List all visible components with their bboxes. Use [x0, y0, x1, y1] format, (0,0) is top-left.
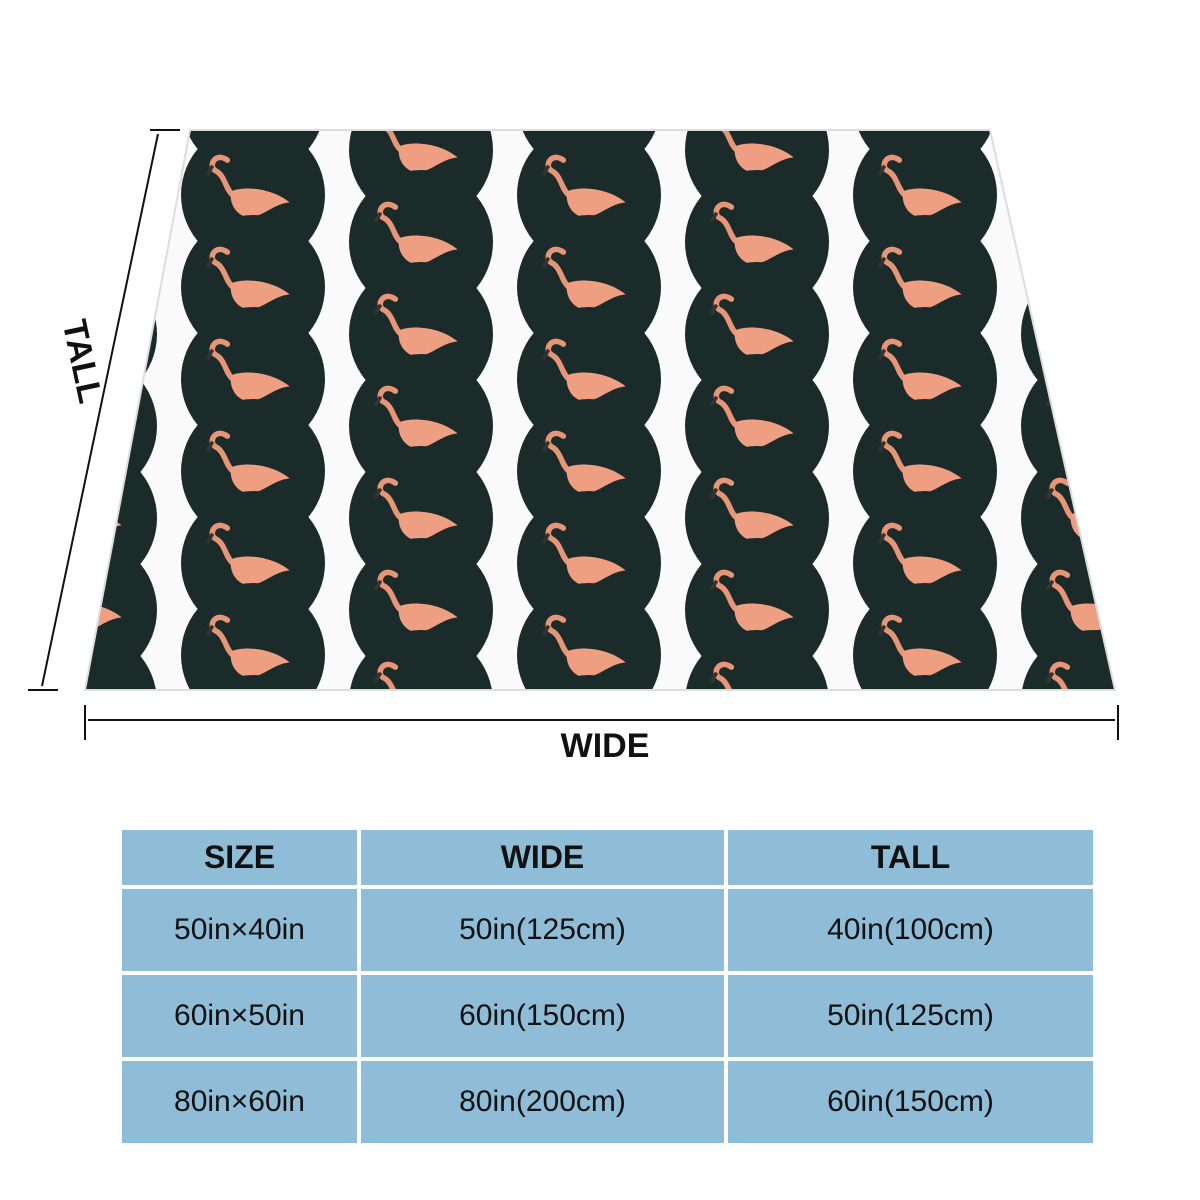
pattern-tile: [85, 130, 157, 222]
table-cell: 40in(100cm): [728, 889, 1093, 971]
blanket-illustration: TALL WIDE: [13, 0, 1165, 800]
blanket-pattern: [13, 0, 1165, 800]
pattern-tile: [685, 630, 829, 690]
table-header-cell: TALL: [728, 830, 1093, 885]
pattern-tile: [517, 767, 661, 800]
table-cell: 60in(150cm): [728, 1061, 1093, 1143]
pattern-tile: [85, 630, 157, 690]
pattern-tile: [853, 583, 997, 690]
wide-label: WIDE: [561, 727, 650, 765]
pattern-tile: [1021, 0, 1165, 130]
table-cell: 60in×50in: [122, 975, 357, 1057]
pattern-tile: [349, 0, 493, 130]
pattern-tile: [853, 767, 997, 800]
pattern-tile: [853, 675, 997, 690]
size-table: SIZE WIDE TALL 50in×40in 50in(125cm) 40in(100…: [122, 830, 1093, 1160]
table-cell: 50in(125cm): [728, 975, 1093, 1057]
pattern-tile: [685, 722, 829, 800]
pattern-tile: [1021, 130, 1115, 222]
table-cell: 50in×40in: [122, 889, 357, 971]
pattern-tile: [517, 583, 661, 690]
pattern-tile: [1021, 722, 1165, 800]
pattern-tile: [685, 0, 829, 130]
table-header-cell: SIZE: [122, 830, 357, 885]
tall-label: TALL: [55, 316, 110, 406]
pattern-tile: [13, 0, 157, 130]
pattern-tile: [181, 583, 325, 690]
pattern-tile: [181, 767, 325, 800]
table-cell: 80in(200cm): [361, 1061, 724, 1143]
dimension-arrows: [28, 129, 1119, 740]
pattern-tile: [349, 722, 493, 800]
table-cell: 80in×60in: [122, 1061, 357, 1143]
pattern-tile: [1021, 170, 1115, 314]
pattern-tile: [349, 630, 493, 690]
table-cell: 60in(150cm): [361, 975, 724, 1057]
table-header-cell: WIDE: [361, 830, 724, 885]
pattern-tile: [1021, 630, 1115, 690]
table-cell: 50in(125cm): [361, 889, 724, 971]
pattern-tile: [181, 675, 325, 690]
